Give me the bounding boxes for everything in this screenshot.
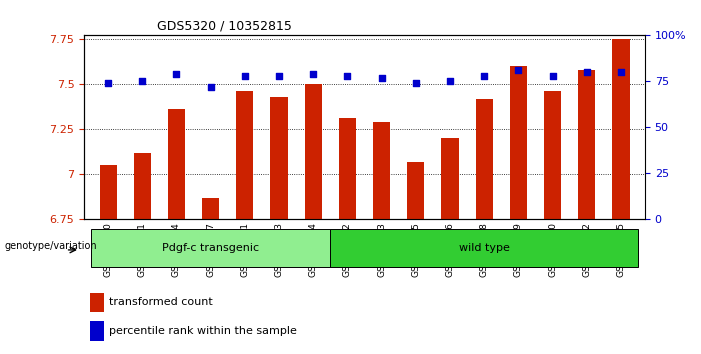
Point — [547, 73, 558, 79]
Bar — [271, 97, 287, 219]
Point — [137, 79, 148, 84]
Text: percentile rank within the sample: percentile rank within the sample — [109, 326, 297, 336]
Point — [102, 80, 114, 86]
Bar — [90, 293, 104, 312]
Bar — [407, 162, 424, 219]
Point — [342, 73, 353, 79]
Bar — [510, 66, 527, 219]
Bar — [330, 229, 638, 267]
Point — [308, 71, 319, 77]
Point — [513, 68, 524, 73]
Bar — [202, 198, 219, 219]
Text: wild type: wild type — [458, 243, 510, 253]
Point — [581, 69, 592, 75]
Point — [410, 80, 421, 86]
Bar — [305, 84, 322, 219]
Bar — [236, 91, 253, 219]
Bar — [544, 91, 561, 219]
Point — [444, 79, 456, 84]
Text: genotype/variation: genotype/variation — [4, 241, 97, 251]
Bar — [339, 119, 356, 219]
Bar — [373, 122, 390, 219]
Point — [615, 69, 627, 75]
Bar — [578, 70, 595, 219]
Text: transformed count: transformed count — [109, 297, 213, 307]
Text: GDS5320 / 10352815: GDS5320 / 10352815 — [157, 20, 292, 33]
Bar — [476, 98, 493, 219]
Bar — [168, 109, 185, 219]
Point — [239, 73, 250, 79]
Bar — [613, 39, 629, 219]
Point — [376, 75, 387, 81]
Bar — [100, 165, 116, 219]
Bar — [91, 229, 330, 267]
Bar — [134, 153, 151, 219]
Text: Pdgf-c transgenic: Pdgf-c transgenic — [162, 243, 259, 253]
Bar — [442, 138, 458, 219]
Point — [273, 73, 285, 79]
Point — [479, 73, 490, 79]
Point — [171, 71, 182, 77]
Point — [205, 84, 216, 90]
Bar — [90, 321, 104, 341]
